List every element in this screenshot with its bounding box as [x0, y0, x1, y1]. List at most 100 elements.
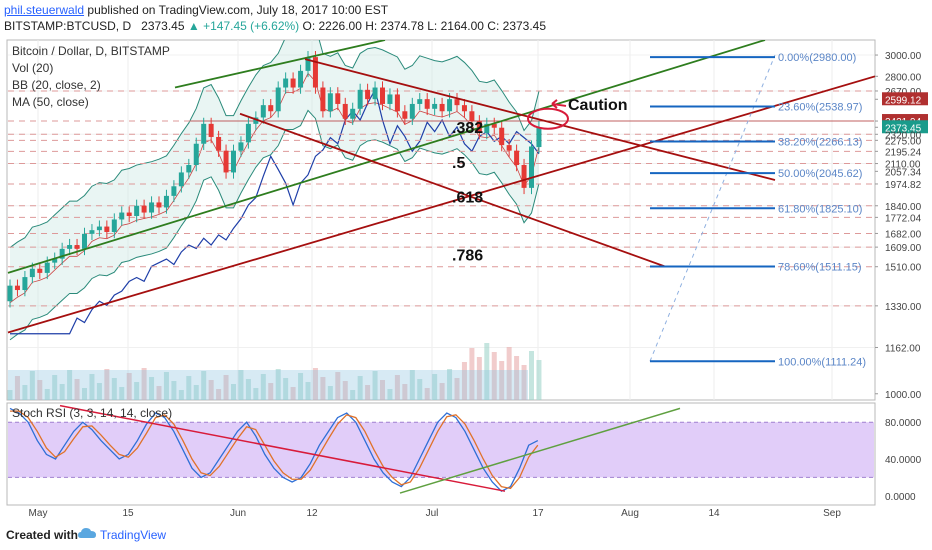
volume-bar [499, 361, 505, 400]
fib-level-label: 0.00%(2980.00) [778, 52, 856, 64]
candle-body [484, 123, 490, 133]
green-uptrend-line [7, 40, 766, 274]
fib-level-label: 100.00%(1111.24) [778, 356, 866, 368]
fib-level-label: 23.60%(2538.97) [778, 101, 862, 113]
candle-body [290, 78, 296, 88]
candle-body [268, 105, 274, 112]
candle-body [178, 172, 184, 187]
candles [7, 50, 542, 308]
author-link[interactable]: phil.steuerwald [4, 3, 85, 17]
candle-body [417, 99, 423, 104]
volume-bar [536, 360, 542, 400]
created-with-label: Created with [6, 528, 79, 542]
volume-bar [22, 385, 28, 400]
volume-bar [178, 390, 184, 400]
volume-bar [342, 381, 348, 400]
x-tick-label: Jul [426, 508, 439, 519]
candle-body [305, 57, 311, 71]
y-tick-label: 1974.82 [885, 180, 922, 191]
volume-bar [37, 380, 43, 400]
candle-body [96, 226, 102, 231]
candle-body [156, 202, 162, 208]
candle-body [424, 99, 430, 109]
stoch-red-trendline [59, 404, 506, 492]
legend-stoch: Stoch RSI (3, 3, 14, 14, close) [12, 406, 172, 420]
y-tick-label: 1162.00 [885, 343, 921, 354]
volume-bar [476, 357, 482, 400]
x-tick-label: 14 [708, 508, 720, 519]
ohlc-values: O: 2226.00 H: 2374.78 L: 2164.00 C: 2373… [302, 19, 547, 33]
candle-body [320, 87, 326, 112]
candle-body [7, 285, 13, 302]
fib-ratio-label: .5 [452, 155, 465, 172]
stoch-y-tick-label: 40.0000 [885, 455, 922, 466]
candle-body [119, 212, 125, 220]
volume-bar [59, 384, 65, 400]
y-tick-label: 2373.45 [885, 123, 922, 134]
volume-bar [283, 378, 289, 400]
legend-vol: Vol (20) [12, 61, 53, 75]
candle-body [342, 103, 348, 119]
volume-bar [305, 382, 311, 400]
volume-bar [469, 348, 475, 400]
volume-bar [439, 383, 445, 400]
volume-bar [268, 383, 274, 400]
chart-header: phil.steuerwald published on TradingView… [0, 0, 932, 38]
volume-bar [201, 371, 207, 400]
fib-ratio-label: .786 [452, 248, 483, 265]
legend-bb: BB (20, close, 2) [12, 78, 101, 92]
volume-bar [327, 386, 333, 400]
caution-label-price: Caution [568, 97, 628, 114]
caution-circle-price [527, 107, 569, 130]
volume-bar [365, 385, 371, 400]
y-tick-label: 2275.00 [885, 136, 922, 147]
candle-body [365, 89, 371, 100]
candle-body [432, 103, 438, 109]
x-tick-label: Jun [230, 508, 246, 519]
volume-bar [320, 377, 326, 400]
candle-body [245, 123, 251, 143]
tradingview-link[interactable]: TradingView [100, 528, 167, 542]
candle-body [298, 70, 304, 88]
candle-body [134, 205, 140, 216]
red-falling-trendline [304, 58, 776, 181]
volume-ma-area [8, 370, 528, 400]
volume-bar [290, 387, 296, 400]
candle-body [357, 89, 363, 109]
legend-ma: MA (50, close) [12, 95, 89, 109]
volume-bar [216, 389, 222, 400]
volume-bar [402, 384, 408, 400]
volume-bar [260, 374, 266, 400]
chart-canvas[interactable]: 0.00%(2980.00) 23.60%(2538.97) 38.20%(2266… [0, 38, 932, 522]
candle-body [409, 103, 415, 119]
candle-body [253, 117, 259, 124]
volume-bar [134, 382, 140, 400]
candle-body [111, 219, 117, 232]
symbol-line: BITSTAMP:BTCUSD, D 2373.45 ▲ +147.45 (+6… [4, 19, 546, 33]
bb-basis [9, 72, 540, 304]
annotations: Caution← Caution.382.5.618.786 [452, 97, 650, 456]
symbol-name: BITSTAMP:BTCUSD, D [4, 19, 132, 33]
candle-body [216, 136, 222, 151]
candle-body [22, 277, 28, 291]
volume-bar [223, 375, 229, 400]
y-tick-label: 2110.00 [885, 160, 921, 171]
volume-bar [350, 390, 356, 400]
fib-ratio-label: .382 [452, 120, 483, 137]
y-tick-label: 2195.24 [885, 147, 922, 158]
candle-body [506, 145, 512, 151]
y-tick-label: 2057.34 [885, 167, 922, 178]
candle-body [37, 268, 43, 273]
y-tick-label: 1772.04 [885, 213, 922, 224]
publish-info: published on TradingView.com, July 18, 2… [87, 3, 389, 17]
y-tick-label: 1840.00 [885, 202, 922, 213]
y-tick-label: 2320.00 [885, 130, 922, 141]
ma-line [10, 87, 540, 335]
candle-body [52, 258, 58, 263]
y-tick-label: 2599.12 [885, 95, 922, 106]
volume-bar [298, 373, 304, 400]
volume-bar [82, 388, 87, 400]
candle-body [208, 123, 214, 137]
y-tick-label: 2800.00 [885, 72, 922, 83]
volume-bar [394, 375, 400, 400]
